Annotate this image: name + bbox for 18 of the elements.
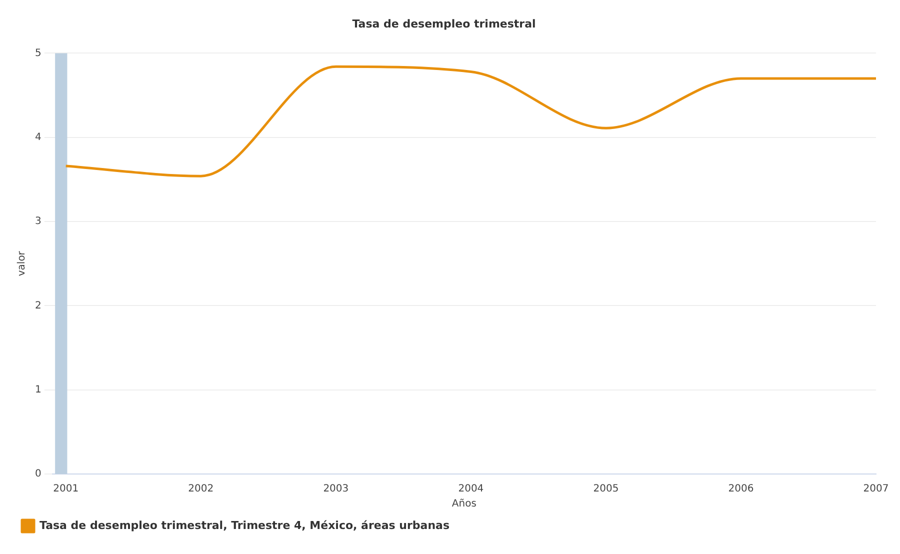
x-tick-label: 2003 bbox=[323, 484, 349, 495]
x-tick-label: 2001 bbox=[53, 484, 79, 495]
x-tick-label: 2007 bbox=[863, 484, 889, 495]
legend-label: Tasa de desempleo trimestral, Trimestre 4, México, áreas urbanas bbox=[40, 518, 450, 532]
y-tick-label: 1 bbox=[34, 384, 42, 396]
x-tick-label: 2004 bbox=[458, 484, 484, 495]
y-axis-title: valor bbox=[16, 250, 28, 276]
y-tick-label: 5 bbox=[34, 48, 42, 59]
y-tick-label: 4 bbox=[34, 132, 42, 143]
x-tick-label: 2005 bbox=[593, 484, 619, 495]
y-tick-label: 3 bbox=[34, 216, 42, 228]
y-tick-label: 0 bbox=[34, 468, 42, 480]
x-tick-label: 2006 bbox=[728, 484, 754, 495]
y-tick-label: 2 bbox=[34, 300, 42, 312]
line-series bbox=[64, 65, 876, 178]
x-axis-title: Años bbox=[452, 498, 476, 510]
x-tick-label: 2002 bbox=[188, 484, 214, 495]
chart-title: Tasa de desempleo trimestral bbox=[352, 17, 536, 30]
